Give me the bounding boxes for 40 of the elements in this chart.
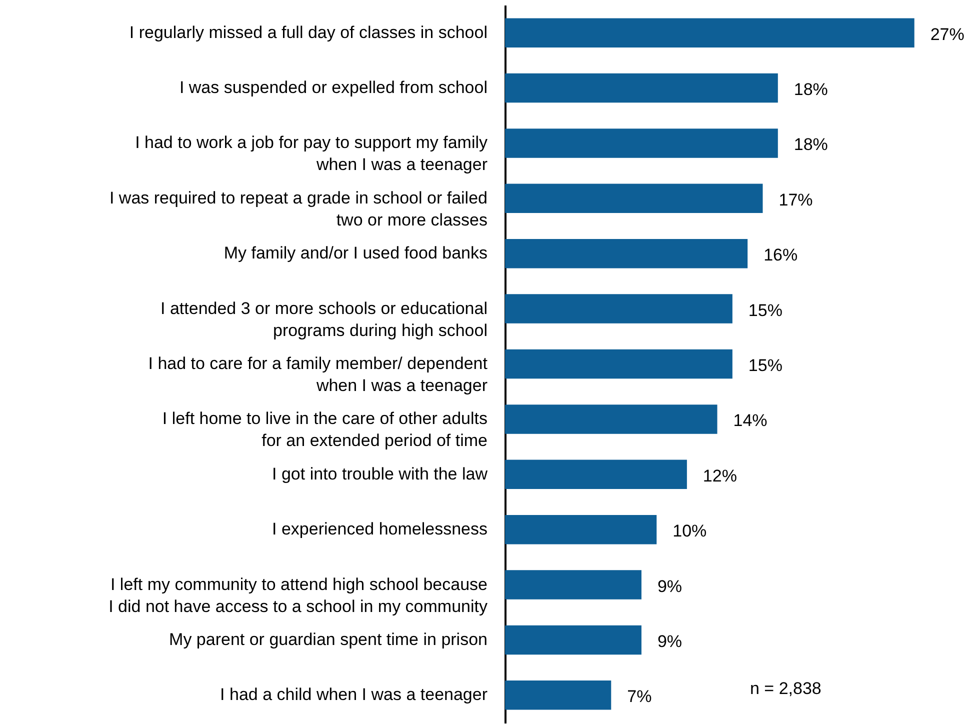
- bar: [505, 128, 778, 158]
- y-tick-label: I was suspended or expelled from school: [179, 78, 488, 98]
- data-label: 14%: [733, 411, 768, 430]
- y-tick-label: I attended 3 or more schools or educational programs during high school: [160, 298, 488, 340]
- annotation: n = 2,838: [750, 679, 822, 698]
- bar: [505, 18, 914, 48]
- y-tick-label: I regularly missed a full day of classes in school: [129, 22, 488, 42]
- data-label: 18%: [794, 80, 828, 100]
- bar: [505, 625, 642, 655]
- data-label: 18%: [794, 135, 828, 154]
- data-label: 27%: [930, 24, 964, 44]
- bar: [505, 514, 657, 544]
- data-label: 7%: [627, 687, 652, 706]
- y-tick-label: I left home to live in the care of other adults for an extended period of time: [162, 409, 488, 450]
- bar: [505, 404, 718, 434]
- bar: [505, 460, 687, 489]
- y-tick-label: I left my community to attend high school because I did not have access to a school in my community: [108, 574, 488, 616]
- data-label: 9%: [657, 632, 682, 651]
- bar: [505, 680, 612, 710]
- bar: [505, 570, 642, 600]
- bar: [505, 294, 732, 324]
- bar: [505, 73, 778, 103]
- bar: [505, 349, 732, 379]
- y-tick-label: I had a child when I was a teenager: [220, 685, 488, 704]
- data-label: 10%: [672, 522, 707, 541]
- y-tick-label: I experienced homelessness: [272, 520, 488, 539]
- data-label: 15%: [748, 356, 782, 375]
- y-tick-label: I had to work a job for pay to support my family when I was a teenager: [135, 133, 488, 174]
- data-label: 9%: [657, 576, 682, 596]
- data-label: 17%: [778, 190, 813, 210]
- y-tick-label: I was required to repeat a grade in school or failed two or more classes: [109, 188, 488, 230]
- data-label: 15%: [748, 300, 782, 320]
- y-tick-label: I got into trouble with the law: [272, 464, 488, 484]
- bar: [505, 184, 763, 214]
- bar: [505, 239, 748, 268]
- y-tick-label: My parent or guardian spent time in prison: [169, 630, 488, 649]
- data-label: 12%: [702, 466, 737, 486]
- y-tick-label: I had to care for a family member/ dependent when I was a teenager: [148, 354, 488, 395]
- y-tick-label: My family and/or I used food banks: [224, 244, 488, 263]
- data-label: 16%: [764, 246, 798, 265]
